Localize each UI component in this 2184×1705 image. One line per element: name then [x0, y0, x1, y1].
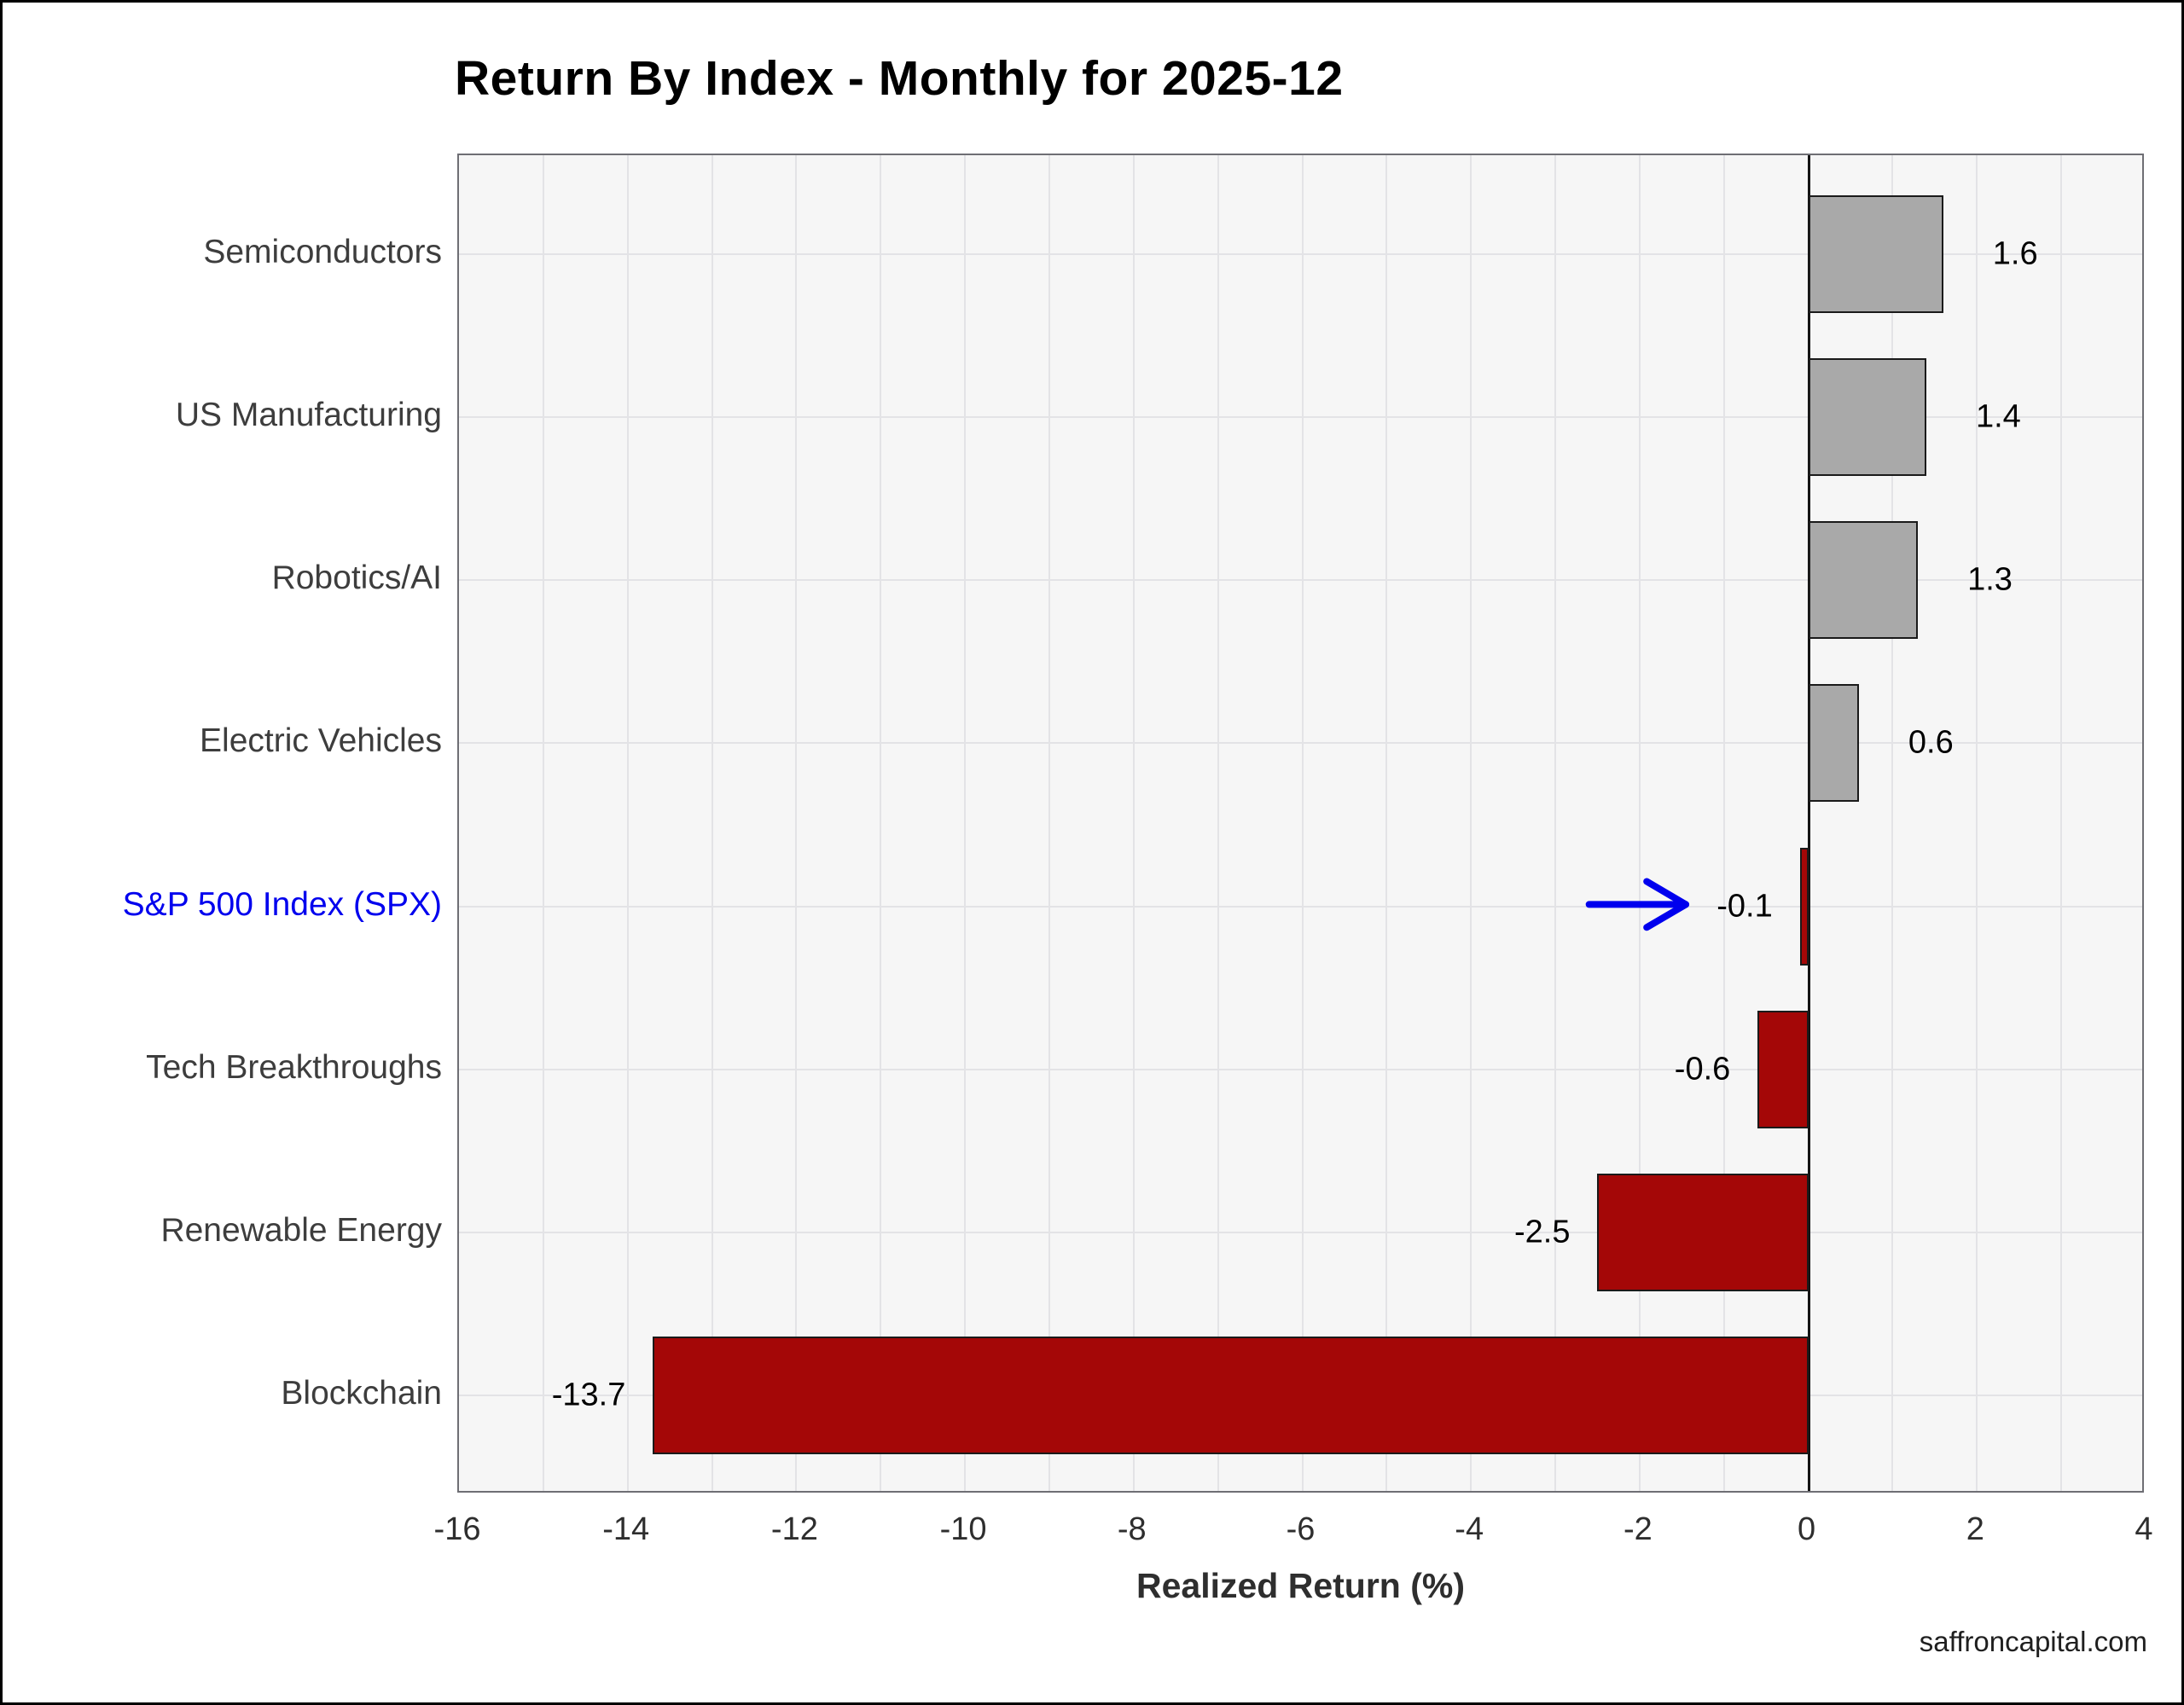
horizontal-gridline	[459, 415, 2142, 418]
vertical-gridline	[1385, 155, 1388, 1491]
x-axis-tick-labels: -16 -14 -12 -10 -8 -6 -4 -2 0 2 4	[434, 1493, 2153, 1561]
x-tick-label: -6	[1286, 1511, 1316, 1547]
zero-axis-line	[1807, 155, 1810, 1491]
x-tick-label: -12	[770, 1511, 818, 1547]
watermark: saffroncapital.com	[1919, 1626, 2147, 1657]
vertical-gridline	[1722, 155, 1725, 1491]
vertical-gridline	[542, 155, 544, 1491]
bar-blockchain	[653, 1337, 1809, 1455]
vertical-gridline	[1638, 155, 1641, 1491]
category-label-us-manufacturing: US Manufacturing	[175, 396, 442, 433]
vertical-gridline	[626, 155, 629, 1491]
plot-area: 1.6 1.4 1.3 0.6 -0.1 -0.6 -2.5 -13.7	[457, 154, 2144, 1493]
category-label-robotics-ai: Robotics/AI	[271, 560, 442, 597]
vertical-gridline	[1217, 155, 1219, 1491]
horizontal-gridline	[459, 905, 2142, 908]
vertical-gridline	[964, 155, 967, 1491]
vertical-gridline	[880, 155, 882, 1491]
category-label-s-p-500-index-spx-: S&P 500 Index (SPX)	[122, 885, 442, 923]
x-tick-label: -10	[939, 1511, 987, 1547]
vertical-gridline	[1132, 155, 1135, 1491]
x-tick-label: -16	[433, 1511, 481, 1547]
vertical-gridline	[795, 155, 798, 1491]
category-label-renewable-energy: Renewable Energy	[160, 1212, 442, 1250]
vertical-gridline	[2060, 155, 2063, 1491]
category-label-electric-vehicles: Electric Vehicles	[200, 722, 442, 760]
vertical-gridline	[1048, 155, 1050, 1491]
bar-semiconductors	[1808, 194, 1943, 313]
vertical-gridline	[1301, 155, 1304, 1491]
horizontal-gridline	[459, 1232, 2142, 1234]
x-axis-title: Realized Return (%)	[1136, 1566, 1465, 1605]
category-label-tech-breakthroughs: Tech Breakthroughs	[146, 1048, 442, 1086]
value-label: -0.6	[1674, 1051, 1731, 1087]
y-axis-category-labels: Semiconductors US Manufacturing Robotics/A…	[3, 154, 442, 1493]
category-label-blockchain: Blockchain	[281, 1375, 442, 1412]
x-tick-label: 2	[1966, 1511, 1984, 1547]
chart-title: Return By Index - Monthly for 2025-12	[455, 51, 1344, 106]
horizontal-gridline	[459, 579, 2142, 582]
value-label: -0.1	[1716, 888, 1773, 925]
bar-tech-breakthroughs	[1757, 1010, 1809, 1128]
x-tick-label: 4	[2135, 1511, 2153, 1547]
vertical-gridline	[1976, 155, 1978, 1491]
vertical-gridline	[1470, 155, 1472, 1491]
x-tick-label: -14	[602, 1511, 650, 1547]
horizontal-gridline	[459, 1068, 2142, 1070]
x-tick-label: -2	[1623, 1511, 1653, 1547]
x-tick-label: 0	[1798, 1511, 1816, 1547]
value-label: 0.6	[1908, 724, 1954, 761]
value-label: 1.4	[1975, 398, 2021, 435]
x-tick-label: -8	[1117, 1511, 1147, 1547]
value-label: 1.6	[1992, 235, 2038, 272]
category-label-semiconductors: Semiconductors	[203, 233, 442, 270]
bar-electric-vehicles	[1808, 684, 1859, 803]
bar-robotics-ai	[1808, 521, 1919, 640]
vertical-gridline	[1891, 155, 1894, 1491]
vertical-gridline	[711, 155, 713, 1491]
bar-us-manufacturing	[1808, 357, 1926, 476]
horizontal-gridline	[459, 252, 2142, 255]
bar-renewable-energy	[1597, 1174, 1809, 1292]
bar-s-p-500-index-spx-	[1799, 847, 1809, 966]
x-tick-label: -4	[1455, 1511, 1484, 1547]
vertical-gridline	[1554, 155, 1557, 1491]
horizontal-gridline	[459, 742, 2142, 745]
value-label: -13.7	[551, 1377, 626, 1413]
annotation-arrow-icon	[1585, 878, 1690, 931]
value-label: 1.3	[1967, 561, 2013, 598]
value-label: -2.5	[1513, 1214, 1571, 1250]
